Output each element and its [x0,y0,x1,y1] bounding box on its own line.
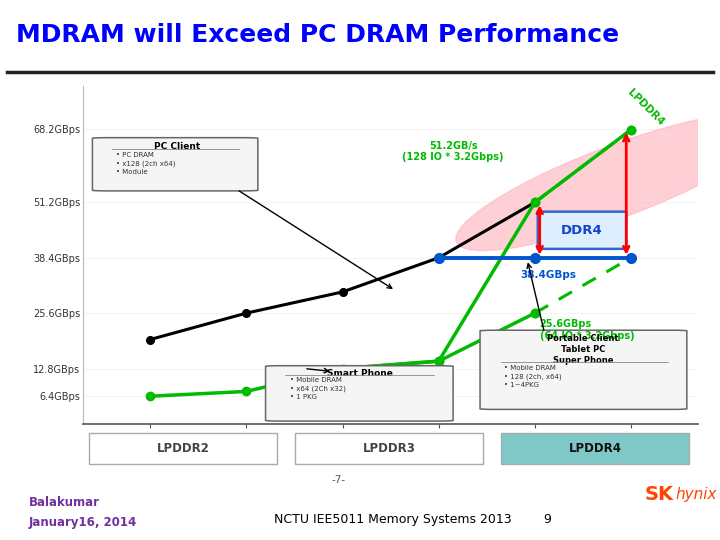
FancyBboxPatch shape [480,330,687,409]
FancyBboxPatch shape [266,366,453,421]
Text: -7-: -7- [331,475,346,485]
Text: SK: SK [644,485,673,504]
Text: Portable Client
Tablet PC
Super Phone: Portable Client Tablet PC Super Phone [547,334,618,365]
Text: MDRAM will Exceed PC DRAM Performance: MDRAM will Exceed PC DRAM Performance [16,23,619,47]
Text: 51.2GB/s
(128 IO * 3.2Gbps): 51.2GB/s (128 IO * 3.2Gbps) [402,140,504,162]
Text: PC Client: PC Client [154,142,200,151]
Text: hynix: hynix [675,487,717,502]
Text: LPDDR2: LPDDR2 [157,442,210,455]
Text: LPDDR4: LPDDR4 [626,87,665,127]
Text: 38.4GBps: 38.4GBps [521,271,577,280]
FancyBboxPatch shape [89,433,276,464]
Text: • PC DRAM
• x128 (2ch x64)
• Module: • PC DRAM • x128 (2ch x64) • Module [117,152,176,174]
Text: LPDDR4: LPDDR4 [569,442,622,455]
FancyBboxPatch shape [538,212,626,249]
Text: LPDDR3: LPDDR3 [363,442,416,455]
Text: 9: 9 [544,513,552,526]
Text: Balakumar: Balakumar [29,496,100,509]
FancyBboxPatch shape [295,433,483,464]
FancyBboxPatch shape [501,433,689,464]
Text: • Mobile DRAM
• 128 (2ch, x64)
• 1~4PKG: • Mobile DRAM • 128 (2ch, x64) • 1~4PKG [504,366,562,388]
Text: • Mobile DRAM
• x64 (2Ch x32)
• 1 PKG: • Mobile DRAM • x64 (2Ch x32) • 1 PKG [289,377,346,400]
FancyBboxPatch shape [92,138,258,191]
Text: NCTU IEE5011 Memory Systems 2013: NCTU IEE5011 Memory Systems 2013 [274,513,511,526]
Text: DDR4: DDR4 [561,224,603,237]
Text: Smart Phone: Smart Phone [327,368,392,377]
Text: January16, 2014: January16, 2014 [29,516,137,529]
Text: 25.6GBps
(64 IO * 3.2Gbps): 25.6GBps (64 IO * 3.2Gbps) [540,319,634,341]
Ellipse shape [456,113,720,251]
